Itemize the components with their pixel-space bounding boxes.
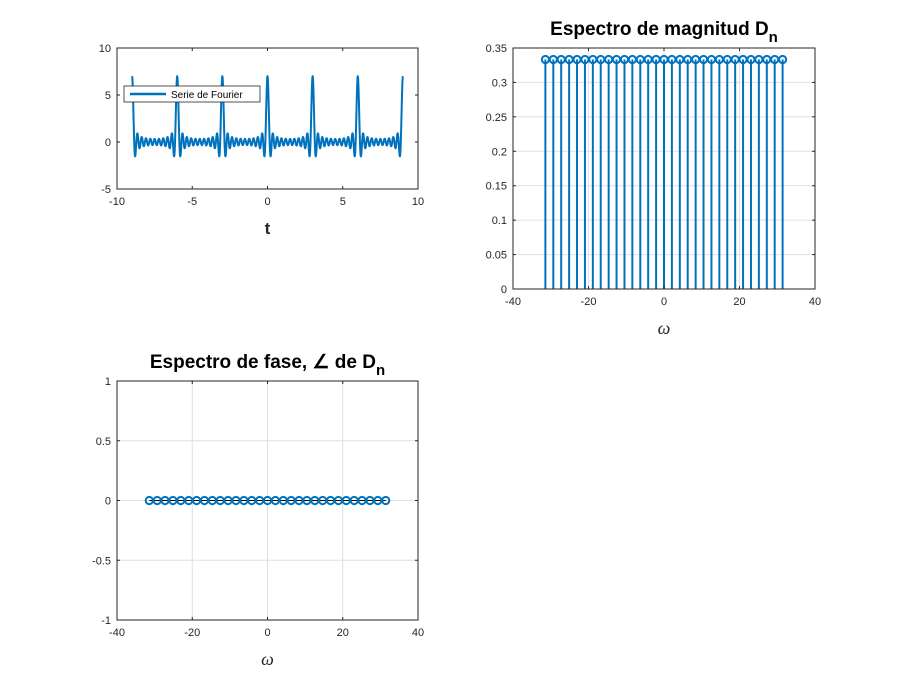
x-tick-label: 0 bbox=[264, 196, 270, 208]
stem-marker bbox=[778, 54, 788, 65]
plot-marks bbox=[131, 75, 404, 158]
y-tick-label: 0 bbox=[105, 496, 111, 508]
x-tick-label: -10 bbox=[109, 196, 125, 208]
series-line bbox=[131, 75, 404, 158]
y-tick-label: 0.3 bbox=[492, 77, 507, 89]
y-tick-label: 0 bbox=[501, 284, 507, 296]
y-tick-label: 0 bbox=[105, 137, 111, 149]
x-tick-label: 40 bbox=[809, 296, 821, 308]
plot-marks bbox=[144, 495, 391, 506]
chart-title: Espectro de fase, ∠ de Dn bbox=[150, 352, 385, 379]
chart-magnitude: -40 -20 0 20 40 0 0.05 0.1 0.15 0.2 0.25 0.3 0.35 Esp… bbox=[486, 19, 822, 338]
x-axis-label: t bbox=[265, 219, 271, 238]
y-tick-label: 5 bbox=[105, 90, 111, 102]
y-tick-label: -1 bbox=[101, 615, 111, 627]
x-tick-label: -20 bbox=[581, 296, 597, 308]
x-tick-label: 10 bbox=[412, 196, 424, 208]
y-tick-label: -5 bbox=[101, 184, 111, 196]
legend-box bbox=[123, 85, 261, 103]
y-tick-label: 0.2 bbox=[492, 146, 507, 158]
x-axis-label: ω bbox=[261, 649, 274, 669]
x-tick-label: -40 bbox=[109, 627, 125, 639]
x-tick-label: 40 bbox=[412, 627, 424, 639]
y-tick-label: 0.35 bbox=[486, 43, 507, 55]
legend: Serie de Fourier bbox=[123, 85, 261, 103]
y-tick-label: 0.05 bbox=[486, 250, 507, 262]
y-tick-label: 0.5 bbox=[96, 436, 111, 448]
y-tick-label: 10 bbox=[99, 43, 111, 55]
x-axis-label: ω bbox=[658, 318, 671, 338]
chart-phase: -40 -20 0 20 40 -1 -0.5 0 0.5 1 Espectro de fase, … bbox=[92, 352, 424, 669]
x-tick-label: 0 bbox=[264, 627, 270, 639]
y-tick-label: -0.5 bbox=[92, 555, 111, 567]
plot-area bbox=[117, 48, 418, 189]
y-tick-label: 0.1 bbox=[492, 215, 507, 227]
stem-marker bbox=[381, 495, 391, 506]
x-tick-label: -20 bbox=[184, 627, 200, 639]
y-tick-label: 0.15 bbox=[486, 181, 507, 193]
x-tick-label: 5 bbox=[340, 196, 346, 208]
legend-entry: Serie de Fourier bbox=[171, 90, 243, 101]
chart-title: Espectro de magnitud Dn bbox=[550, 19, 778, 46]
x-tick-label: 0 bbox=[661, 296, 667, 308]
plot-marks bbox=[540, 54, 788, 289]
x-tick-label: 20 bbox=[733, 296, 745, 308]
x-tick-label: 20 bbox=[337, 627, 349, 639]
x-tick-label: -5 bbox=[187, 196, 197, 208]
y-tick-label: 0.25 bbox=[486, 112, 507, 124]
x-tick-label: -40 bbox=[505, 296, 521, 308]
y-tick-label: 1 bbox=[105, 376, 111, 388]
